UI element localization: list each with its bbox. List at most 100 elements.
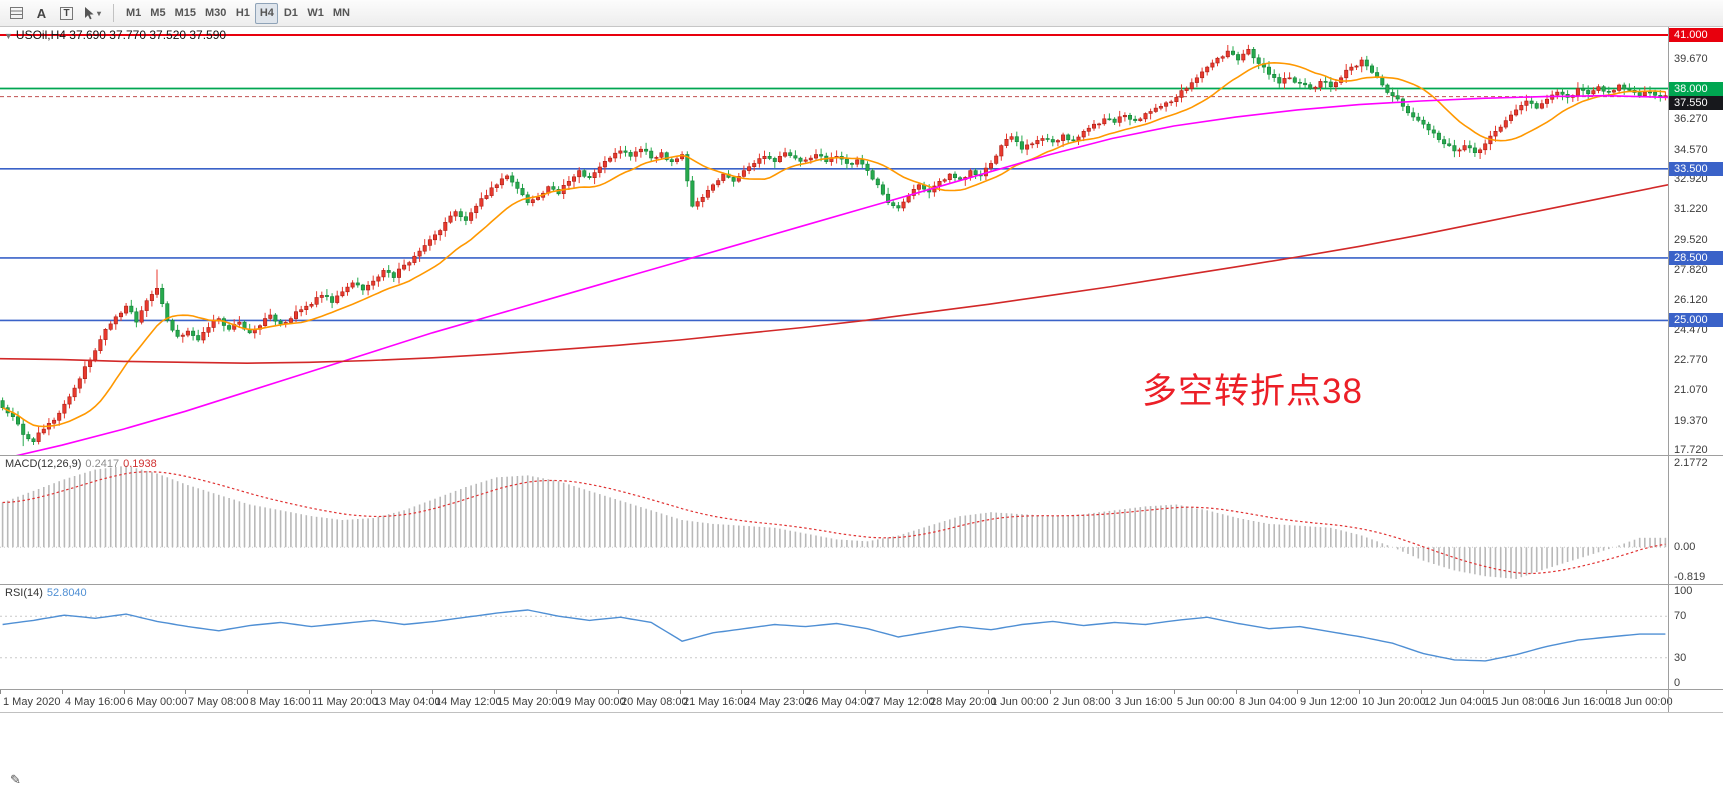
time-axis-label: 16 Jun 16:00 <box>1547 696 1611 708</box>
price-tick-label: 32.920 <box>1674 173 1708 185</box>
timeframe-button-m15[interactable]: M15 <box>171 3 200 24</box>
timeframe-button-w1[interactable]: W1 <box>303 3 328 24</box>
rsi-name: RSI(14) <box>5 587 43 599</box>
price-tick-label: 34.570 <box>1674 144 1708 156</box>
time-axis-label: 1 May 2020 <box>3 696 61 708</box>
time-tick <box>1174 690 1175 694</box>
toolbar: A T ▾ M1 M5 M15 M30 H1 H4 D1 W1 MN <box>0 0 1723 27</box>
time-tick <box>1050 690 1051 694</box>
axis-corner-divider <box>1668 690 1669 712</box>
chart-symbol-header: ▼ USOil,H4 37.690 37.770 37.520 37.590 <box>4 28 226 42</box>
time-axis-label: 11 May 20:00 <box>312 696 378 708</box>
letter-t-icon: T <box>60 6 73 20</box>
macd-signal-value: 0.1938 <box>123 458 157 470</box>
time-axis-label: 9 Jun 12:00 <box>1300 696 1358 708</box>
time-tick <box>741 690 742 694</box>
time-tick <box>1112 690 1113 694</box>
time-axis-label: 21 May 16:00 <box>683 696 750 708</box>
price-chart-panel: ▼ USOil,H4 37.690 37.770 37.520 37.590 多空… <box>0 27 1723 456</box>
price-axis[interactable]: 39.670 36.270 34.570 32.920 31.220 29.520 27.8… <box>1668 27 1723 456</box>
time-axis-label: 24 May 23:00 <box>744 696 811 708</box>
time-axis-label: 26 May 04:00 <box>806 696 873 708</box>
time-tick <box>556 690 557 694</box>
time-tick <box>432 690 433 694</box>
text-box-button[interactable]: T <box>55 3 78 24</box>
time-axis-label: 14 May 12:00 <box>435 696 502 708</box>
timeframe-button-m30[interactable]: M30 <box>201 3 230 24</box>
time-tick <box>62 690 63 694</box>
time-tick <box>247 690 248 694</box>
time-axis-label: 8 Jun 04:00 <box>1239 696 1297 708</box>
level-price-label: 41.000 <box>1669 28 1723 42</box>
price-tick-label: 39.670 <box>1674 53 1708 65</box>
timeframe-button-d1[interactable]: D1 <box>279 3 302 24</box>
rsi-canvas <box>0 609 1668 662</box>
price-tick-label: 29.520 <box>1674 234 1708 246</box>
time-axis-label: 28 May 20:00 <box>930 696 997 708</box>
time-tick <box>1359 690 1360 694</box>
timeframe-button-m5[interactable]: M5 <box>146 3 169 24</box>
macd-axis-label: 2.1772 <box>1674 457 1708 469</box>
macd-axis[interactable]: 2.1772 0.00 -0.819 <box>1668 456 1723 584</box>
time-axis-labels: 1 May 2020 4 May 16:00 6 May 00:00 7 May 08… <box>0 690 1673 712</box>
charts-grid-button[interactable] <box>5 3 28 24</box>
time-tick <box>988 690 989 694</box>
timeframe-toolbar: M1 M5 M15 M30 H1 H4 D1 W1 MN <box>122 2 354 24</box>
time-tick <box>680 690 681 694</box>
chart-annotation-text[interactable]: 多空转折点38 <box>1142 372 1363 411</box>
time-tick <box>865 690 866 694</box>
timeframe-button-h4[interactable]: H4 <box>255 2 279 24</box>
chart-shift-icon: ▼ <box>4 31 13 41</box>
time-axis-label: 19 May 00:00 <box>559 696 626 708</box>
timeframe-button-mn[interactable]: MN <box>329 3 354 24</box>
timeframe-button-m1[interactable]: M1 <box>122 3 145 24</box>
price-chart-canvas <box>0 34 1668 455</box>
time-axis-label: 2 Jun 08:00 <box>1053 696 1111 708</box>
price-chart-plot[interactable]: ▼ USOil,H4 37.690 37.770 37.520 37.590 多空… <box>0 27 1668 455</box>
time-axis-label: 27 May 12:00 <box>868 696 935 708</box>
time-tick <box>494 690 495 694</box>
timeframe-button-h1[interactable]: H1 <box>231 3 254 24</box>
time-axis-label: 18 Jun 00:00 <box>1609 696 1673 708</box>
time-tick <box>1483 690 1484 694</box>
macd-plot[interactable]: MACD(12,26,9) 0.2417 0.1938 <box>0 456 1668 584</box>
rsi-axis-label: 0 <box>1674 677 1681 689</box>
charts-grid-icon <box>10 7 23 19</box>
time-axis-label: 10 Jun 20:00 <box>1362 696 1426 708</box>
price-tick-label: 17.720 <box>1674 444 1708 456</box>
time-axis-label: 13 May 04:00 <box>374 696 441 708</box>
time-tick <box>927 690 928 694</box>
time-axis[interactable]: 1 May 2020 4 May 16:00 6 May 00:00 7 May 08… <box>0 690 1723 713</box>
time-tick <box>618 690 619 694</box>
rsi-value: 52.8040 <box>46 587 87 599</box>
price-tick-label: 31.220 <box>1674 203 1708 215</box>
time-tick <box>803 690 804 694</box>
price-tick-label: 27.820 <box>1674 264 1708 276</box>
time-tick <box>1544 690 1545 694</box>
macd-axis-label: 0.00 <box>1674 541 1696 553</box>
toolbar-separator <box>113 4 115 22</box>
letter-a-icon: A <box>36 5 47 21</box>
time-axis-label: 15 May 20:00 <box>497 696 564 708</box>
time-axis-label: 4 May 16:00 <box>65 696 126 708</box>
macd-panel: MACD(12,26,9) 0.2417 0.1938 2.1772 0.00 -0.8… <box>0 456 1723 585</box>
time-axis-label: 3 Jun 16:00 <box>1115 696 1173 708</box>
price-tick-label: 21.070 <box>1674 384 1708 396</box>
time-tick <box>124 690 125 694</box>
level-price-label: 28.500 <box>1669 251 1723 265</box>
rsi-plot[interactable]: RSI(14) 52.8040 <box>0 585 1668 689</box>
price-tick-label: 24.470 <box>1674 324 1708 336</box>
price-tick-label: 19.370 <box>1674 415 1708 427</box>
level-price-label: 38.000 <box>1669 82 1723 96</box>
time-axis-label: 5 Jun 00:00 <box>1177 696 1235 708</box>
text-annotation-button[interactable]: A <box>30 3 53 24</box>
price-tick-label: 26.120 <box>1674 294 1708 306</box>
time-axis-label: 20 May 08:00 <box>621 696 688 708</box>
time-axis-label: 12 Jun 04:00 <box>1424 696 1488 708</box>
cursor-tool-button[interactable]: ▾ <box>80 3 105 24</box>
rsi-axis[interactable]: 100 70 30 0 <box>1668 585 1723 689</box>
macd-indicator-label: MACD(12,26,9) 0.2417 0.1938 <box>5 458 161 470</box>
current-price-label: 37.550 <box>1669 96 1723 110</box>
time-tick <box>1236 690 1237 694</box>
dropdown-arrow-icon: ▾ <box>97 8 102 18</box>
